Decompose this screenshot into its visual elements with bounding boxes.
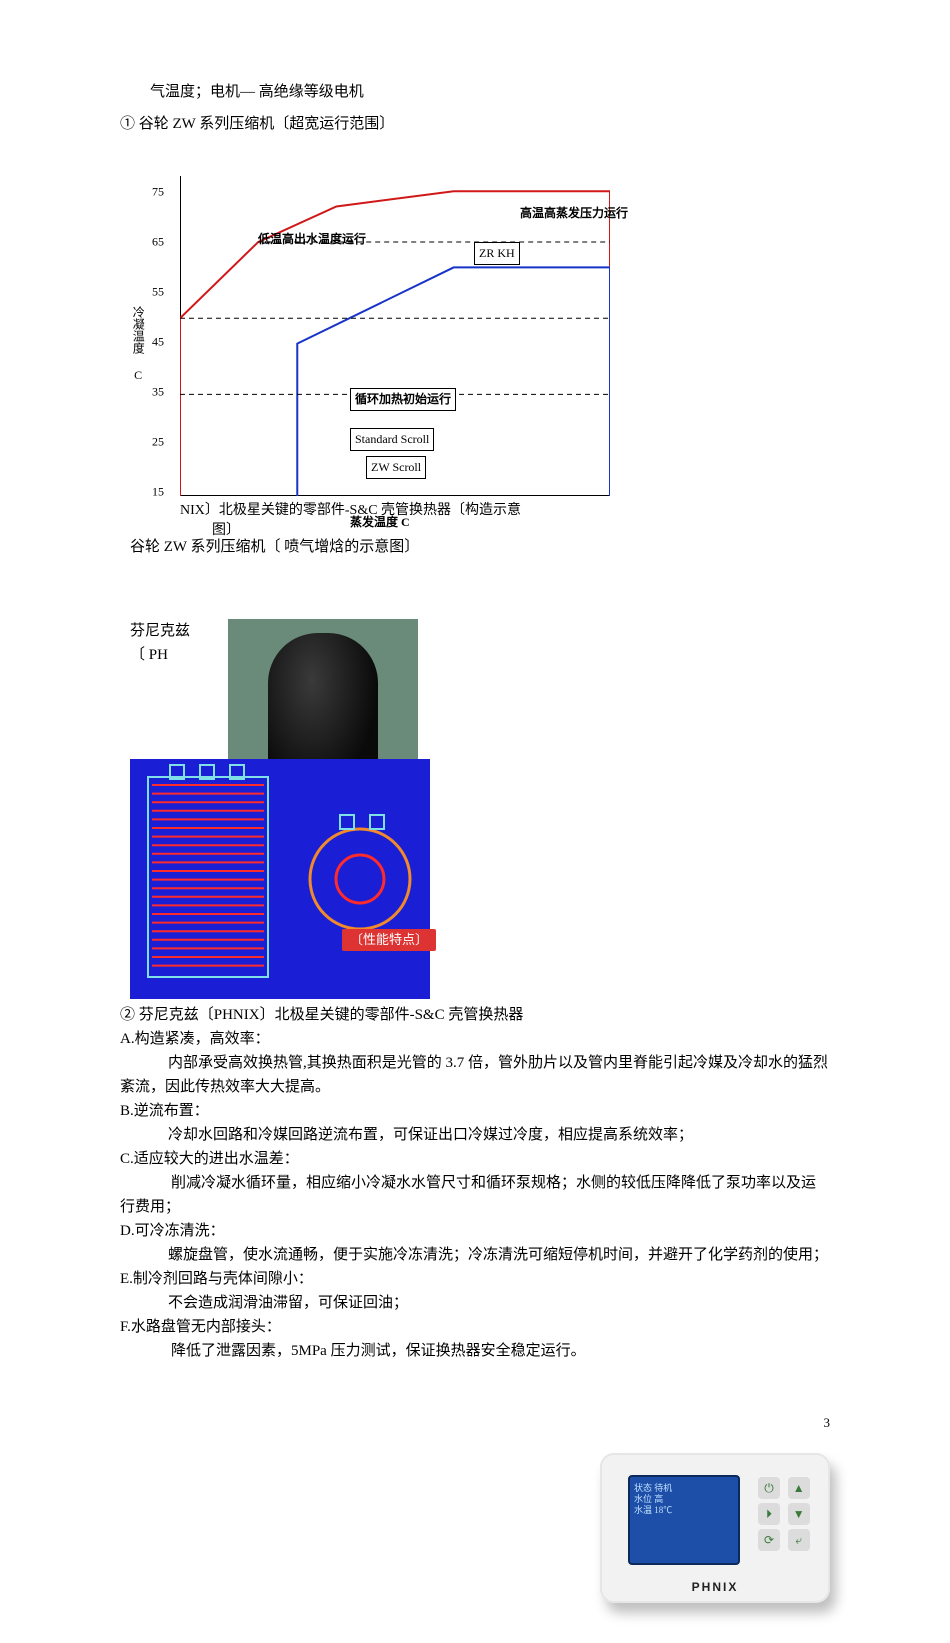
d-head: D.可冷冻清洗： — [120, 1219, 830, 1243]
d-body: 螺旋盘管，使水流通畅，便于实施冷冻清洗；冷冻清洗可缩短停机时间，并避开了化学药剂… — [120, 1243, 830, 1267]
operating-envelope-chart: 15 25 35 45 55 65 75 冷凝温度 C 蒸发温度 C 低温高出水… — [120, 166, 630, 536]
screen-line: 水温 18℃ — [634, 1505, 734, 1516]
c-head: C.适应较大的进出水温差： — [120, 1147, 830, 1171]
intro-line: 气温度；电机— 高绝缘等级电机 — [120, 80, 830, 104]
play-icon: ⏵ — [758, 1503, 780, 1525]
body-text: ② 芬尼克兹〔PHNIX〕北极星关键的零部件-S&C 壳管换热器 A.构造紧凑，… — [120, 1003, 830, 1363]
label-zw: ZW Scroll — [366, 456, 426, 479]
controller-screen: 状态 待机 水位 高 水温 18℃ — [628, 1475, 740, 1565]
return-icon: ⤶ — [788, 1529, 810, 1551]
device-diagram — [130, 759, 430, 999]
ytick: 55 — [152, 282, 164, 301]
up-icon: ▲ — [788, 1477, 810, 1499]
a-head: A.构造紧凑，高效率： — [120, 1027, 830, 1051]
ytick: 75 — [152, 182, 164, 201]
label-std: Standard Scroll — [350, 428, 434, 451]
b-body-text: 冷却水回路和冷媒回路逆流布置，可保证出口冷媒过冷度，相应提高系统效率； — [168, 1127, 693, 1143]
b-head: B.逆流布置： — [120, 1099, 830, 1123]
y-axis-label: 冷凝温度 C — [128, 306, 147, 382]
e-body: 不会造成润滑油滞留，可保证回油； — [120, 1291, 830, 1315]
item1-title: ① 谷轮 ZW 系列压缩机〔超宽运行范围〕 — [120, 112, 830, 136]
device-caption: 芬尼克兹 〔 PH — [130, 619, 220, 667]
controller-image: 状态 待机 水位 高 水温 18℃ ⏻ ▲ ⏵ ▼ ⟳ ⤶ PHNIX — [600, 1453, 830, 1603]
overlay-caption-b: 图〕 — [212, 520, 240, 542]
power-icon: ⏻ — [758, 1477, 780, 1499]
f-head: F.水路盘管无内部接头： — [120, 1315, 830, 1339]
device-block: 芬尼克兹 〔 PH — [130, 619, 430, 999]
device-caption-1: 芬尼克兹 — [130, 623, 190, 639]
label-low-temp: 低温高出水温度运行 — [258, 230, 366, 249]
caption-top: 谷轮 ZW 系列压缩机〔 喷气增焓的示意图〕 — [130, 536, 430, 559]
label-cycle: 循环加热初始运行 — [350, 388, 456, 411]
ytick: 45 — [152, 332, 164, 351]
right-column: 谷轮 ZW 系列压缩机〔 喷气增焓的示意图〕 芬尼克兹 〔 PH — [130, 536, 430, 999]
ytick: 35 — [152, 382, 164, 401]
figure-row: 15 25 35 45 55 65 75 冷凝温度 C 蒸发温度 C 低温高出水… — [120, 166, 830, 999]
label-high-temp: 高温高蒸发压力运行 — [520, 204, 628, 223]
screen-line: 状态 待机 — [634, 1483, 734, 1494]
down-icon: ▼ — [788, 1503, 810, 1525]
device-caption-2: 〔 PH — [130, 647, 168, 663]
ytick: 25 — [152, 432, 164, 451]
f-body-text: 降低了泄露因素，5MPa 压力测试，保证换热器安全稳定运行。 — [171, 1343, 586, 1359]
label-zrkh: ZR KH — [474, 242, 520, 265]
ytick: 65 — [152, 232, 164, 251]
red-tag: 〔性能特点〕 — [342, 929, 436, 952]
b-body: 冷却水回路和冷媒回路逆流布置，可保证出口冷媒过冷度，相应提高系统效率； — [120, 1123, 830, 1147]
a-body: 内部承受高效换热管,其换热面积是光管的 3.7 倍，管外肋片以及管内里脊能引起冷… — [120, 1051, 830, 1099]
c-body-text: 削减冷凝水循环量，相应缩小冷凝水水管尺寸和循环泵规格；水侧的较低压降降低了泵功率… — [120, 1175, 816, 1215]
f-body: 降低了泄露因素，5MPa 压力测试，保证换热器安全稳定运行。 — [120, 1339, 830, 1363]
controller-buttons: ⏻ ▲ ⏵ ▼ ⟳ ⤶ — [756, 1475, 812, 1553]
cycle-icon: ⟳ — [758, 1529, 780, 1551]
page-number: 3 — [120, 1413, 830, 1434]
ytick: 15 — [152, 482, 164, 501]
c-body: 削减冷凝水循环量，相应缩小冷凝水水管尺寸和循环泵规格；水侧的较低压降降低了泵功率… — [120, 1171, 830, 1219]
item2-head: ② 芬尼克兹〔PHNIX〕北极星关键的零部件-S&C 壳管换热器 — [120, 1003, 830, 1027]
screen-line: 水位 高 — [634, 1494, 734, 1505]
d-body-text: 螺旋盘管，使水流通畅，便于实施冷冻清洗；冷冻清洗可缩短停机时间，并避开了化学药剂… — [168, 1247, 828, 1263]
e-head: E.制冷剂回路与壳体间隙小： — [120, 1267, 830, 1291]
controller-brand: PHNIX — [600, 1578, 830, 1597]
e-body-text: 不会造成润滑油滞留，可保证回油； — [168, 1295, 408, 1311]
